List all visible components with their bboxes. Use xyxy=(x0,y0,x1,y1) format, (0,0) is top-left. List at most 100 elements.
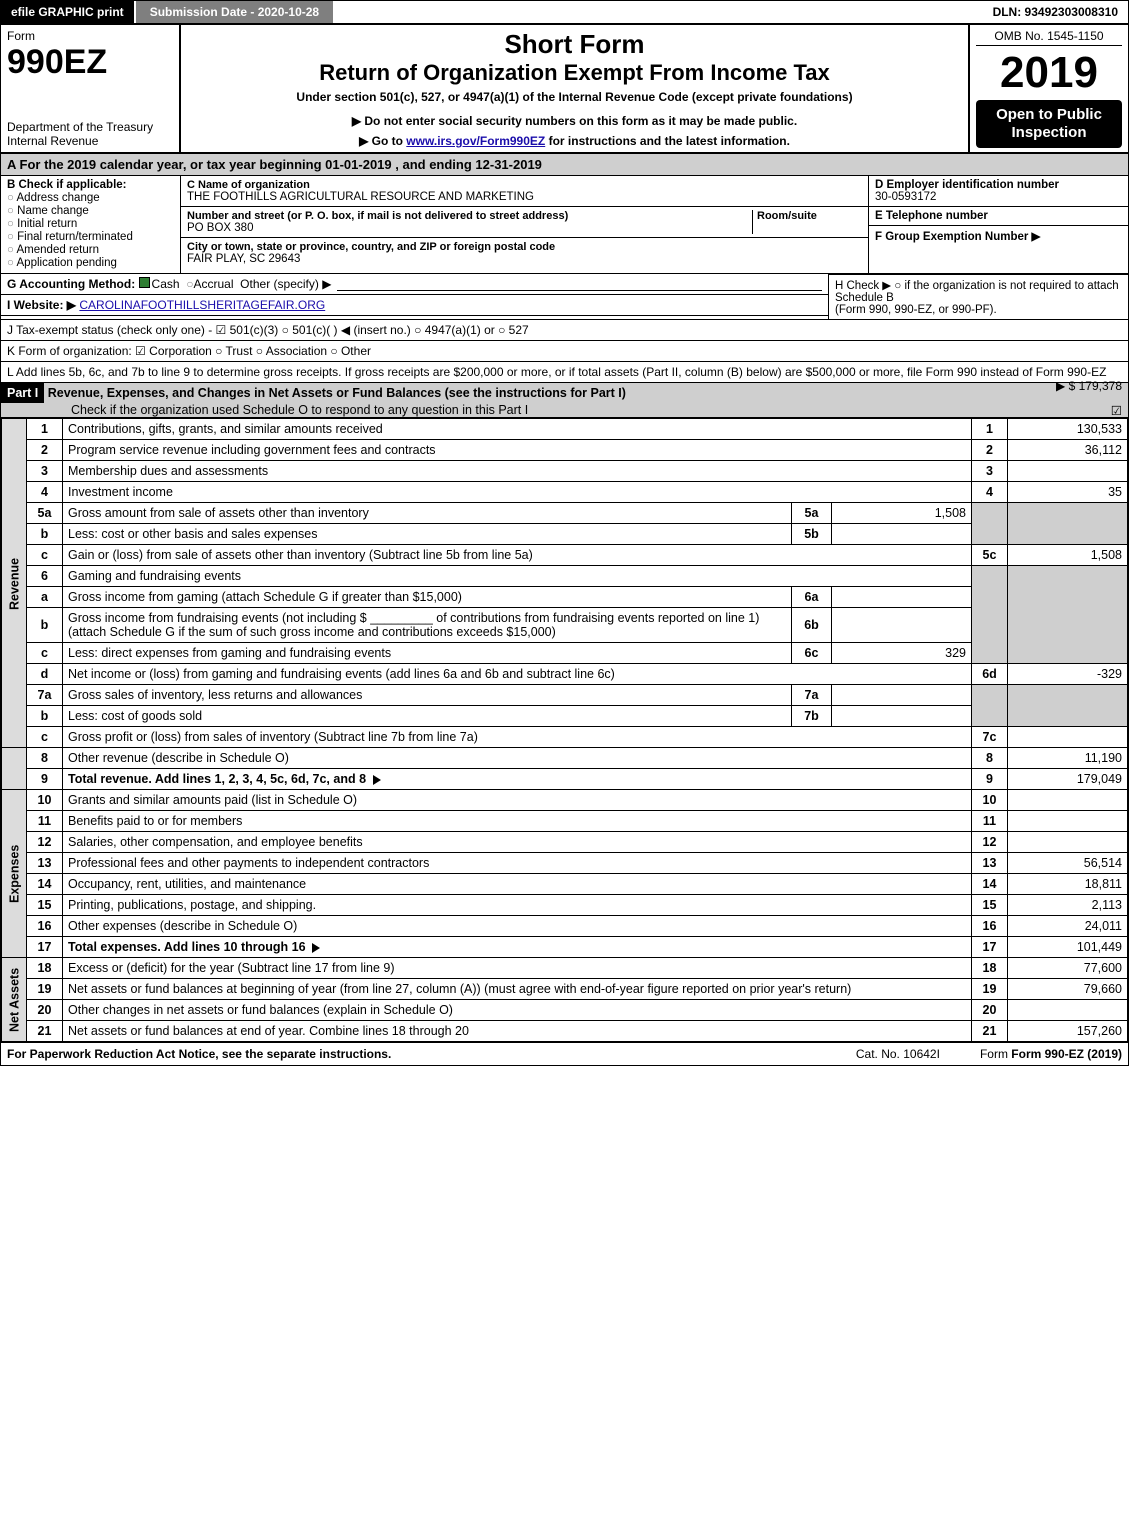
website-link[interactable]: CAROLINAFOOTHILLSHERITAGEFAIR.ORG xyxy=(79,298,325,312)
goto-instructions: ▶ Go to www.irs.gov/Form990EZ for instru… xyxy=(189,134,960,148)
chk-amended-return[interactable]: Amended return xyxy=(7,244,174,256)
group-exemption-label: F Group Exemption Number ▶ xyxy=(875,231,1040,243)
line-20-num: 20 xyxy=(27,1000,63,1021)
line-7a-subnum: 7a xyxy=(792,685,832,706)
line-17-ref: 17 xyxy=(972,937,1008,958)
line-20-val xyxy=(1008,1000,1128,1021)
line-6c-subval: 329 xyxy=(832,643,972,664)
line-5a-desc: Gross amount from sale of assets other t… xyxy=(63,503,792,524)
submission-date: Submission Date - 2020-10-28 xyxy=(134,1,335,23)
line-19-ref: 19 xyxy=(972,979,1008,1000)
line-16-num: 16 xyxy=(27,916,63,937)
line-5c-val: 1,508 xyxy=(1008,545,1128,566)
return-title: Return of Organization Exempt From Incom… xyxy=(189,60,960,86)
line-19-num: 19 xyxy=(27,979,63,1000)
form-number: 990EZ xyxy=(7,43,107,81)
omb-number: OMB No. 1545-1150 xyxy=(976,29,1122,46)
chk-final-return[interactable]: Final return/terminated xyxy=(7,231,174,243)
box-b-title: B Check if applicable: xyxy=(7,179,127,191)
line-21-val: 157,260 xyxy=(1008,1021,1128,1042)
g-h-row: G Accounting Method: Cash ○ Accrual Othe… xyxy=(1,274,1128,320)
accounting-method-row: G Accounting Method: Cash ○ Accrual Othe… xyxy=(1,274,828,295)
line-16-desc: Other expenses (describe in Schedule O) xyxy=(63,916,972,937)
period-row: A For the 2019 calendar year, or tax yea… xyxy=(1,154,1128,176)
do-not-enter: ▶ Do not enter social security numbers o… xyxy=(189,114,960,128)
line-4-ref: 4 xyxy=(972,482,1008,503)
revenue-tab: Revenue xyxy=(2,419,27,748)
shade-6v xyxy=(1008,566,1128,664)
line-1-num: 1 xyxy=(27,419,63,440)
schedule-o-checkbox[interactable]: ☑ xyxy=(1111,403,1122,418)
header-right: OMB No. 1545-1150 2019 Open to Public In… xyxy=(968,25,1128,152)
part-1-header: Part I Revenue, Expenses, and Changes in… xyxy=(1,383,1128,418)
shade-7v xyxy=(1008,685,1128,727)
cash-label: Cash xyxy=(152,277,180,291)
line-17-desc: Total expenses. Add lines 10 through 16 xyxy=(63,937,972,958)
chk-address-change[interactable]: Address change xyxy=(7,192,174,204)
arrow-icon xyxy=(373,775,381,785)
gross-receipts-row: L Add lines 5b, 6c, and 7b to line 9 to … xyxy=(1,362,1128,383)
chk-name-change[interactable]: Name change xyxy=(7,205,174,217)
box-d: D Employer identification number 30-0593… xyxy=(868,176,1128,273)
line-21-ref: 21 xyxy=(972,1021,1008,1042)
line-5b-num: b xyxy=(27,524,63,545)
line-6b-subval xyxy=(832,608,972,643)
city-value: FAIR PLAY, SC 29643 xyxy=(187,253,300,265)
line-18-ref: 18 xyxy=(972,958,1008,979)
line-15-desc: Printing, publications, postage, and shi… xyxy=(63,895,972,916)
line-1-val: 130,533 xyxy=(1008,419,1128,440)
h-text-2: (Form 990, 990-EZ, or 990-PF). xyxy=(835,304,997,316)
line-2-desc: Program service revenue including govern… xyxy=(63,440,972,461)
shade-7 xyxy=(972,685,1008,727)
telephone-label: E Telephone number xyxy=(875,210,988,222)
part-1-label: Part I xyxy=(1,383,44,403)
line-12-ref: 12 xyxy=(972,832,1008,853)
line-4-val: 35 xyxy=(1008,482,1128,503)
city-label: City or town, state or province, country… xyxy=(187,241,555,253)
expenses-tab: Expenses xyxy=(2,790,27,958)
line-5b-subval xyxy=(832,524,972,545)
line-3-ref: 3 xyxy=(972,461,1008,482)
line-18-val: 77,600 xyxy=(1008,958,1128,979)
efile-label: efile GRAPHIC print xyxy=(1,1,134,23)
cash-checkbox-icon[interactable] xyxy=(139,277,150,288)
line-6c-desc: Less: direct expenses from gaming and fu… xyxy=(63,643,792,664)
line-14-desc: Occupancy, rent, utilities, and maintena… xyxy=(63,874,972,895)
l-amount: ▶ $ 179,378 xyxy=(1056,379,1122,393)
arrow-icon-17 xyxy=(312,943,320,953)
paperwork-notice: For Paperwork Reduction Act Notice, see … xyxy=(7,1047,391,1061)
header-left: Form 990EZ Department of the Treasury In… xyxy=(1,25,181,152)
line-5b-desc: Less: cost or other basis and sales expe… xyxy=(63,524,792,545)
g-label: G Accounting Method: xyxy=(7,277,135,291)
line-19-desc: Net assets or fund balances at beginning… xyxy=(63,979,972,1000)
line-4-num: 4 xyxy=(27,482,63,503)
room-label: Room/suite xyxy=(757,210,817,222)
website-row: I Website: ▶ CAROLINAFOOTHILLSHERITAGEFA… xyxy=(1,295,828,316)
line-18-desc: Excess or (deficit) for the year (Subtra… xyxy=(63,958,972,979)
line-6-num: 6 xyxy=(27,566,63,587)
dept-line-2: Internal Revenue xyxy=(7,134,98,148)
line-14-ref: 14 xyxy=(972,874,1008,895)
ein-value: 30-0593172 xyxy=(875,191,936,203)
line-21-desc: Net assets or fund balances at end of ye… xyxy=(63,1021,972,1042)
line-7a-subval xyxy=(832,685,972,706)
line-7c-num: c xyxy=(27,727,63,748)
line-11-ref: 11 xyxy=(972,811,1008,832)
chk-application-pending[interactable]: Application pending xyxy=(7,257,174,269)
line-6c-subnum: 6c xyxy=(792,643,832,664)
line-12-val xyxy=(1008,832,1128,853)
line-7b-desc: Less: cost of goods sold xyxy=(63,706,792,727)
other-specify-line[interactable] xyxy=(337,277,822,291)
line-4-desc: Investment income xyxy=(63,482,972,503)
part-1-title: Revenue, Expenses, and Changes in Net As… xyxy=(48,386,626,400)
chk-initial-return[interactable]: Initial return xyxy=(7,218,174,230)
box-b: B Check if applicable: Address change Na… xyxy=(1,176,181,273)
line-1-ref: 1 xyxy=(972,419,1008,440)
under-section: Under section 501(c), 527, or 4947(a)(1)… xyxy=(189,90,960,104)
line-9-num: 9 xyxy=(27,769,63,790)
line-16-ref: 16 xyxy=(972,916,1008,937)
form-name-footer: Form Form 990-EZ (2019) xyxy=(980,1047,1122,1061)
other-label: Other (specify) ▶ xyxy=(240,277,331,291)
irs-link[interactable]: www.irs.gov/Form990EZ xyxy=(406,134,545,148)
footer: For Paperwork Reduction Act Notice, see … xyxy=(1,1042,1128,1065)
